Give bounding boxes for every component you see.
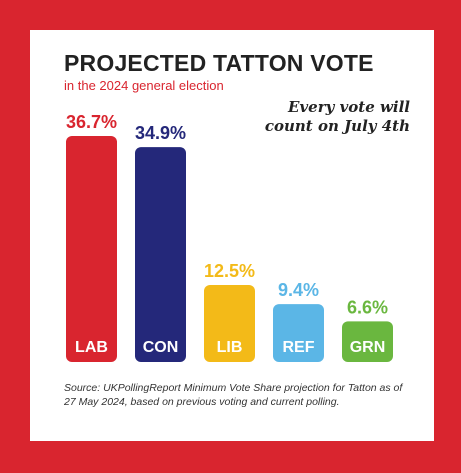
category-label-lab: LAB [75, 339, 108, 356]
chart-title: PROJECTED TATTON VOTE [64, 50, 374, 76]
category-label-ref: REF [283, 339, 315, 356]
note-line-1: Every vote will [288, 98, 410, 116]
bar-con [135, 147, 186, 362]
chart-subtitle: in the 2024 general election [64, 78, 224, 93]
bar-grn [342, 321, 393, 362]
bar-ref [273, 304, 324, 362]
category-label-grn: GRN [350, 339, 386, 356]
bar-chart: 36.7% LAB 34.9% CON 12.5% LIB 9.4% REF 6.6% GRN [66, 112, 393, 362]
bar-lib [204, 285, 255, 362]
value-label-lab: 36.7% [66, 112, 117, 132]
value-label-grn: 6.6% [347, 297, 388, 317]
vote-reminder-note: Every vote will count on July 4th [230, 98, 410, 136]
source-note: Source: UKPollingReport Minimum Vote Sha… [64, 382, 403, 408]
value-label-con: 34.9% [135, 123, 186, 143]
value-label-lib: 12.5% [204, 261, 255, 281]
value-label-ref: 9.4% [278, 280, 319, 300]
category-label-lib: LIB [217, 339, 243, 356]
chart-card: PROJECTED TATTON VOTE in the 2024 genera… [30, 30, 434, 441]
note-line-2: count on July 4th [264, 117, 410, 135]
bar-lab [66, 136, 117, 362]
category-label-con: CON [143, 339, 179, 356]
